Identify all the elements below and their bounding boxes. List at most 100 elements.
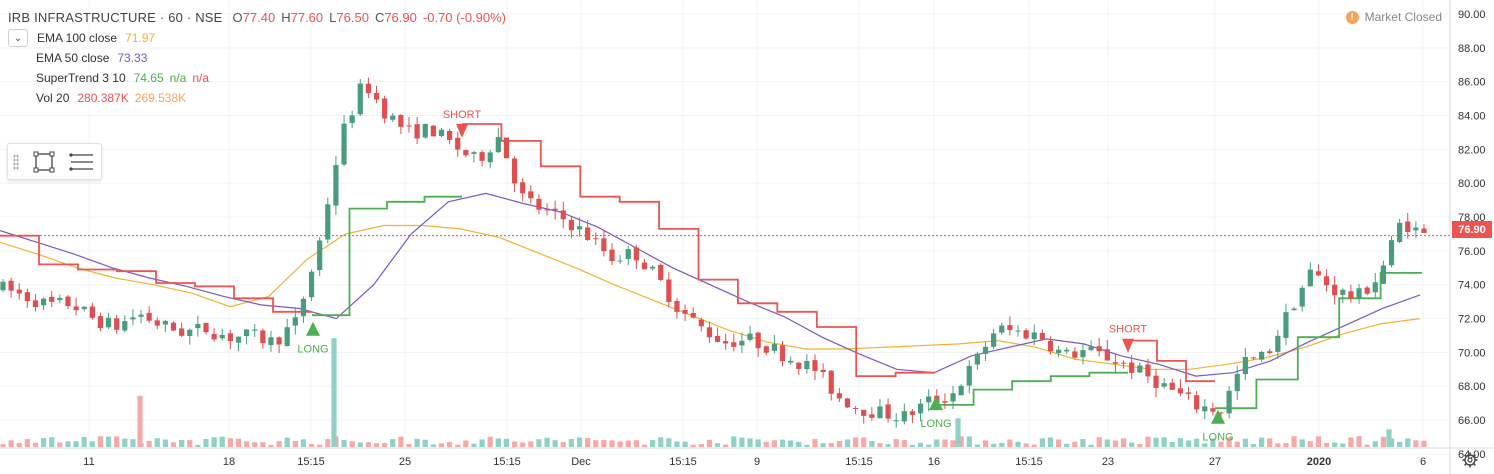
candle-body — [341, 123, 347, 165]
candle-body — [982, 346, 989, 354]
volume-bar — [1413, 440, 1419, 447]
candle-body — [1194, 395, 1200, 410]
candle — [1234, 365, 1240, 400]
x-tick-label: 9 — [754, 456, 760, 468]
volume-bar — [926, 444, 932, 447]
candle-body — [698, 319, 704, 327]
candle — [1332, 276, 1338, 305]
volume-bar — [65, 441, 71, 447]
y-tick-label: 66.00 — [1458, 415, 1486, 427]
candle-body — [292, 317, 298, 326]
candle — [690, 307, 696, 319]
candle — [893, 413, 899, 428]
candle-body — [373, 92, 380, 100]
candle — [292, 308, 298, 335]
volume-bar — [942, 439, 948, 447]
candle — [1120, 360, 1127, 369]
candle — [1015, 325, 1021, 337]
x-tick-label: 25 — [399, 456, 411, 468]
candle — [1064, 347, 1070, 355]
candle — [276, 336, 282, 354]
symbol-title[interactable]: IRB INFRASTRUCTURE · 60 · NSE — [8, 9, 223, 25]
candle — [901, 403, 907, 425]
open-value: 77.40 — [242, 9, 276, 25]
indicator-value: 71.97 — [125, 31, 156, 45]
candle-body — [1129, 362, 1135, 373]
volume-bar — [495, 438, 501, 447]
y-tick-label: 74.00 — [1458, 280, 1486, 292]
volume-bar — [1364, 444, 1370, 447]
candle — [625, 245, 631, 266]
candle-body — [317, 240, 323, 271]
candle-body — [284, 327, 290, 347]
indicator-supertrend[interactable]: SuperTrend 3 10 74.65 n/a n/a — [8, 68, 506, 88]
candle-body — [617, 260, 623, 262]
candle-body — [1242, 356, 1248, 375]
volume-bar — [1386, 429, 1392, 447]
candle — [1380, 260, 1386, 284]
candle-body — [154, 320, 160, 326]
volume-bar — [666, 438, 672, 447]
candle-body — [414, 124, 420, 139]
candle — [1250, 356, 1257, 361]
x-tick-label: 18 — [223, 456, 235, 468]
volume-bar — [211, 437, 217, 447]
candle — [552, 200, 558, 220]
indicator-ema100[interactable]: ⌄ EMA 100 close 71.97 — [8, 28, 506, 48]
candle-body — [999, 325, 1005, 333]
gear-icon[interactable] — [1462, 452, 1478, 468]
candle-body — [731, 342, 737, 347]
candle-body — [1340, 289, 1346, 295]
open-label: O — [232, 9, 243, 25]
candle — [1202, 399, 1208, 420]
indicator-volume[interactable]: Vol 20 280.387K 269.538K — [8, 88, 506, 108]
candle-body — [479, 152, 485, 161]
candle — [1388, 236, 1395, 268]
indicator-name: EMA 100 close — [37, 31, 118, 45]
candle-body — [901, 411, 907, 422]
candle — [633, 244, 639, 270]
volume-bar — [219, 436, 225, 447]
volume-bar — [341, 439, 347, 447]
x-tick-label: 15:15 — [1015, 456, 1043, 468]
candle-body — [917, 403, 924, 414]
settings-lines-button[interactable] — [69, 149, 95, 175]
supertrend-down-line — [0, 234, 312, 313]
volume-bar — [137, 395, 143, 447]
collapse-legend-button[interactable]: ⌄ — [8, 29, 28, 47]
volume-bar — [357, 442, 363, 447]
indicator-ema50[interactable]: EMA 50 close 73.33 — [8, 48, 506, 68]
candle — [447, 128, 453, 145]
x-tick-label: 15:15 — [493, 456, 521, 468]
candle-body — [1064, 349, 1070, 352]
indicator-name: SuperTrend 3 10 — [36, 71, 126, 85]
drag-handle-icon[interactable] — [13, 153, 19, 170]
candle — [1372, 273, 1378, 298]
indicator-lines — [0, 123, 1422, 410]
volume-bar — [788, 440, 794, 447]
x-tick-label: 16 — [928, 456, 940, 468]
candle — [170, 321, 177, 332]
signal-markers: LONG SHORT LONG SHORT LONG — [297, 109, 1233, 444]
volume-bar — [235, 438, 242, 447]
long-signal-arrow — [929, 396, 943, 411]
candle — [950, 385, 956, 410]
candle-body — [909, 411, 916, 415]
rectangle-tool-button[interactable] — [31, 149, 57, 175]
candle — [926, 389, 932, 412]
candle-body — [276, 337, 282, 345]
candle-body — [528, 191, 534, 199]
candle — [422, 123, 428, 139]
candle-body — [739, 340, 745, 346]
volume-bar — [779, 439, 786, 447]
volume-bar — [625, 440, 631, 447]
candle — [1072, 347, 1078, 360]
candle-body — [1291, 308, 1297, 311]
candle — [1007, 316, 1013, 336]
candle-body — [422, 123, 428, 138]
candle-body — [1307, 269, 1313, 287]
x-tick-label: 11 — [83, 456, 94, 468]
candle — [227, 329, 233, 350]
volume-bar — [300, 439, 307, 447]
